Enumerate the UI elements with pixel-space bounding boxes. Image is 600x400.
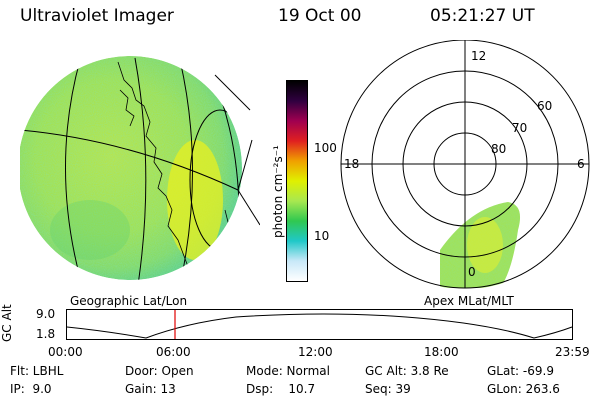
info-seq: Seq: 39	[365, 382, 411, 396]
timeline-xlabel-0000: 00:00	[48, 345, 83, 359]
info-door: Door: Open	[125, 364, 194, 378]
colorbar	[286, 80, 308, 282]
timeline-ytick-top: 9.0	[36, 307, 56, 321]
mlat-label-80: 80	[491, 142, 506, 156]
geographic-globe-image	[20, 56, 260, 280]
mlt-label-12: 12	[471, 49, 486, 63]
colorbar-tick-100: 100	[314, 141, 337, 155]
info-mode: Mode: Normal	[246, 364, 330, 378]
timeline-xlabel-1800: 18:00	[424, 345, 459, 359]
info-dsp: Dsp: 10.7	[246, 382, 316, 396]
apex-caption: Apex MLat/MLT	[424, 294, 514, 308]
mlt-label-18: 18	[344, 157, 359, 171]
timeline-xlabel-2359: 23:59	[555, 345, 590, 359]
mlat-label-70: 70	[512, 121, 527, 135]
timeline-xlabel-1200: 12:00	[298, 345, 333, 359]
mlat-label-60: 60	[537, 99, 552, 113]
timeline-axis-title: GC Alt	[0, 304, 14, 342]
timeline-plot	[66, 309, 573, 340]
mlt-label-0: 0	[468, 265, 476, 279]
mlt-label-6: 6	[577, 157, 585, 171]
colorbar-label: photon cm⁻²s⁻¹	[271, 145, 285, 238]
info-glon: GLon: 263.6	[487, 382, 560, 396]
info-filter: Flt: LBHL	[10, 364, 64, 378]
info-gain: Gain: 13	[125, 382, 176, 396]
apex-polar-plot: 12 18 6 0 60 70 80	[340, 40, 590, 289]
app-title: Ultraviolet Imager	[20, 6, 174, 26]
info-ip: IP: 9.0	[10, 382, 52, 396]
gc-alt-curve	[66, 313, 573, 339]
date-label: 19 Oct 00	[278, 6, 362, 26]
timeline-ytick-bottom: 1.8	[36, 327, 56, 341]
time-label: 05:21:27 UT	[430, 6, 535, 26]
timeline-xlabel-0600: 06:00	[156, 345, 191, 359]
geographic-caption: Geographic Lat/Lon	[70, 294, 188, 308]
colorbar-tick-10: 10	[314, 229, 330, 243]
info-glat: GLat: -69.9	[487, 364, 554, 378]
info-gc-alt: GC Alt: 3.8 Re	[365, 364, 449, 378]
